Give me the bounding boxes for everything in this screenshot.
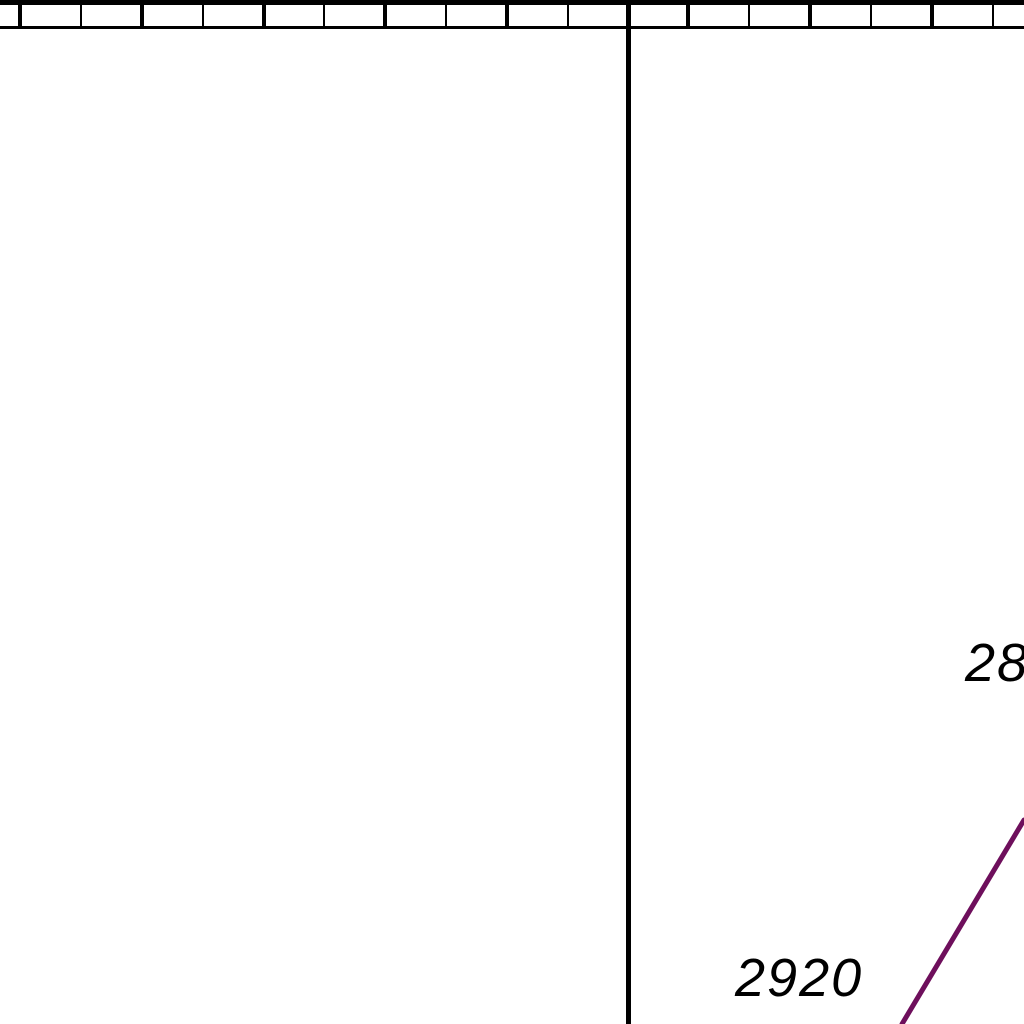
neatline-tick — [686, 0, 690, 29]
neatline-tick — [748, 0, 750, 29]
neatline-tick — [18, 0, 22, 29]
neatline-tick — [870, 0, 872, 29]
contour-label-28: 28 — [964, 633, 1024, 693]
grid-line-vertical — [626, 0, 631, 1024]
neatline-tick — [567, 0, 569, 29]
neatline-tick — [992, 0, 994, 29]
neatline-tick — [80, 0, 82, 29]
neatline-top-edge — [0, 0, 1024, 5]
neatline-ticks — [18, 0, 994, 29]
neatline-tick — [383, 0, 387, 29]
contour-line — [899, 817, 1024, 1024]
neatline-tick — [202, 0, 204, 29]
neatline-tick — [262, 0, 266, 29]
neatline-tick — [445, 0, 447, 29]
neatline-tick — [930, 0, 934, 29]
neatline-tick — [505, 0, 509, 29]
neatline-bottom-edge — [0, 26, 1024, 29]
neatline-tick — [808, 0, 812, 29]
map-neatline — [0, 0, 1024, 29]
neatline-tick — [140, 0, 144, 29]
contour-label-2920: 2920 — [734, 948, 863, 1008]
neatline-tick — [323, 0, 325, 29]
